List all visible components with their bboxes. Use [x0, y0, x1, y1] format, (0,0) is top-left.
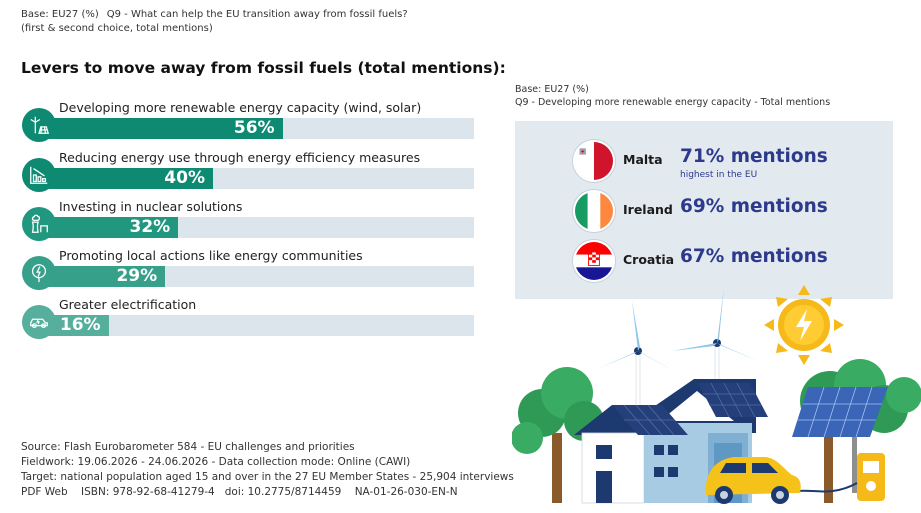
question-subnote: (first & second choice, total mentions) [21, 23, 213, 34]
bar-category-label: Investing in nuclear solutions [59, 199, 243, 214]
source-line: Source: Flash Eurobarometer 584 - EU cha… [21, 441, 355, 453]
source-footer: Source: Flash Eurobarometer 584 - EU cha… [21, 440, 514, 500]
question-text: Q9 - What can help the EU transition awa… [106, 9, 408, 20]
country-base-note: Base: EU27 (%) Q9 - Developing more rene… [515, 83, 830, 109]
renewable-energy-illustration [512, 285, 921, 513]
nuclear-plant-icon [22, 207, 56, 241]
chart-title: Levers to move away from fossil fuels (t… [21, 59, 506, 77]
electric-car-icon [22, 305, 56, 339]
tree-icon [512, 367, 604, 503]
bar-value-label: 29% [116, 266, 158, 286]
bar-track: 56% [39, 118, 474, 139]
bar-value-label: 32% [129, 217, 171, 237]
roof-solar-panel-icon [698, 382, 768, 418]
bar [39, 266, 166, 287]
country-name: Croatia [623, 252, 675, 267]
fieldwork-line: Fieldwork: 19.06.2026 - 24.06.2026 - Dat… [21, 456, 411, 468]
croatia-flag-icon [573, 240, 615, 282]
bar-track: 29% [39, 266, 474, 287]
country-name: Ireland [623, 202, 673, 217]
bar-track: 32% [39, 217, 474, 238]
bar [39, 217, 179, 238]
energy-community-icon [22, 256, 56, 290]
bar-category-label: Promoting local actions like energy comm… [59, 248, 363, 263]
ev-charger-icon [797, 453, 885, 501]
energy-efficiency-icon [22, 158, 56, 192]
bar-value-label: 56% [233, 118, 275, 138]
bar-row: 40% Reducing energy use through energy ef… [22, 150, 474, 192]
bar-category-label: Developing more renewable energy capacit… [59, 100, 422, 115]
country-name: Malta [623, 152, 663, 167]
country-value: 69% mentions [680, 196, 828, 217]
bar-row: 29% Promoting local actions like energy c… [22, 248, 474, 290]
country-value: 67% mentions [680, 246, 828, 267]
bar [39, 168, 213, 189]
bar-track: 16% [39, 315, 474, 336]
ireland-flag-icon [573, 190, 615, 232]
sun-icon [764, 285, 844, 365]
base-label: Base: EU27 (%) [21, 9, 99, 20]
house-icon [574, 404, 688, 504]
wind-turbine-icon [597, 301, 678, 432]
wind-solar-icon [22, 108, 56, 142]
bar-category-label: Greater electrification [59, 297, 197, 312]
bar-value-label: 40% [164, 168, 205, 188]
bar-row: 16% Greater electrification [22, 297, 474, 339]
country-value: 71% mentions [680, 146, 828, 167]
bar-value-label: 16% [59, 315, 101, 335]
bar-row: 56% Developing more renewable energy capa… [22, 100, 474, 142]
country-question: Q9 - Developing more renewable energy ca… [515, 97, 831, 108]
bar-row: 32% Investing in nuclear solutions [22, 199, 474, 241]
country-base-label: Base: EU27 (%) [515, 84, 589, 95]
target-line: Target: national population aged 15 and … [21, 471, 514, 483]
malta-flag-icon [573, 140, 615, 182]
bar [39, 315, 109, 336]
country-note: highest in the EU [680, 170, 758, 180]
publication-line: PDF Web ISBN: 978-92-68-41279-4 doi: 10.… [21, 486, 458, 498]
solar-panel-icon [792, 386, 888, 493]
question-note: Base: EU27 (%) Q9 - What can help the EU … [21, 8, 408, 36]
bar [39, 118, 283, 139]
electric-car-icon [706, 457, 801, 504]
bar-category-label: Reducing energy use through energy effic… [59, 150, 421, 165]
bar-track: 40% [39, 168, 474, 189]
country-highlight-panel: Malta 71% mentions highest in the EU Ire… [515, 121, 893, 299]
